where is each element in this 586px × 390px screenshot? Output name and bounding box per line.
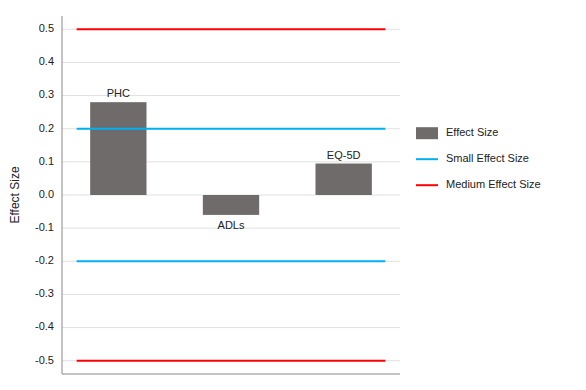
x-axis-line — [62, 374, 400, 375]
reference-line — [77, 360, 386, 362]
category-label: PHC — [107, 87, 130, 99]
y-tick-label: 0.1 — [39, 155, 54, 167]
bar — [90, 102, 146, 195]
y-tick-label: -0.1 — [35, 221, 54, 233]
legend-label: Small Effect Size — [446, 152, 529, 164]
grid-line — [62, 128, 400, 129]
y-tick-label: 0.3 — [39, 88, 54, 100]
grid-line — [62, 327, 400, 328]
y-tick-label: 0.4 — [39, 55, 54, 67]
reference-line — [77, 260, 386, 262]
category-labels: PHC ADLs EQ-5D — [107, 87, 361, 231]
y-axis-label: Effect Size — [8, 166, 22, 223]
grid-line — [62, 360, 400, 361]
grid-line — [62, 294, 400, 295]
grid-line — [62, 261, 400, 262]
y-tick-label: 0.5 — [39, 22, 54, 34]
y-tick-label: -0.3 — [35, 287, 54, 299]
y-tick-label: -0.2 — [35, 254, 54, 266]
grid-line — [62, 29, 400, 30]
plot-marks — [77, 29, 386, 360]
chart-container: -0.5 -0.4 -0.3 -0.2 -0.1 0.0 0.1 0.2 0.3 0.4 0.5 Ef… — [0, 0, 586, 390]
legend-swatch — [416, 127, 438, 139]
y-ticks: -0.5 -0.4 -0.3 -0.2 -0.1 0.0 0.1 0.2 0.3 0.4 0.5 — [35, 22, 54, 365]
y-tick-label: -0.5 — [35, 354, 54, 366]
y-axis-line — [62, 16, 63, 374]
category-label: ADLs — [218, 219, 245, 231]
legend-swatch — [416, 158, 438, 160]
legend-label: Effect Size — [446, 126, 498, 138]
legend: Effect Size Small Effect Size Medium Effec… — [416, 126, 541, 190]
y-tick-label: -0.4 — [35, 320, 54, 332]
legend-label: Medium Effect Size — [446, 178, 541, 190]
bar — [316, 164, 372, 195]
reference-line — [77, 128, 386, 130]
bar — [203, 195, 259, 215]
grid — [62, 29, 400, 360]
chart-svg: -0.5 -0.4 -0.3 -0.2 -0.1 0.0 0.1 0.2 0.3 0.4 0.5 Ef… — [0, 0, 586, 390]
y-tick-label: 0.0 — [39, 188, 54, 200]
grid-line — [62, 62, 400, 63]
legend-swatch — [416, 184, 438, 186]
y-tick-label: 0.2 — [39, 122, 54, 134]
category-label: EQ-5D — [327, 149, 361, 161]
reference-line — [77, 28, 386, 30]
